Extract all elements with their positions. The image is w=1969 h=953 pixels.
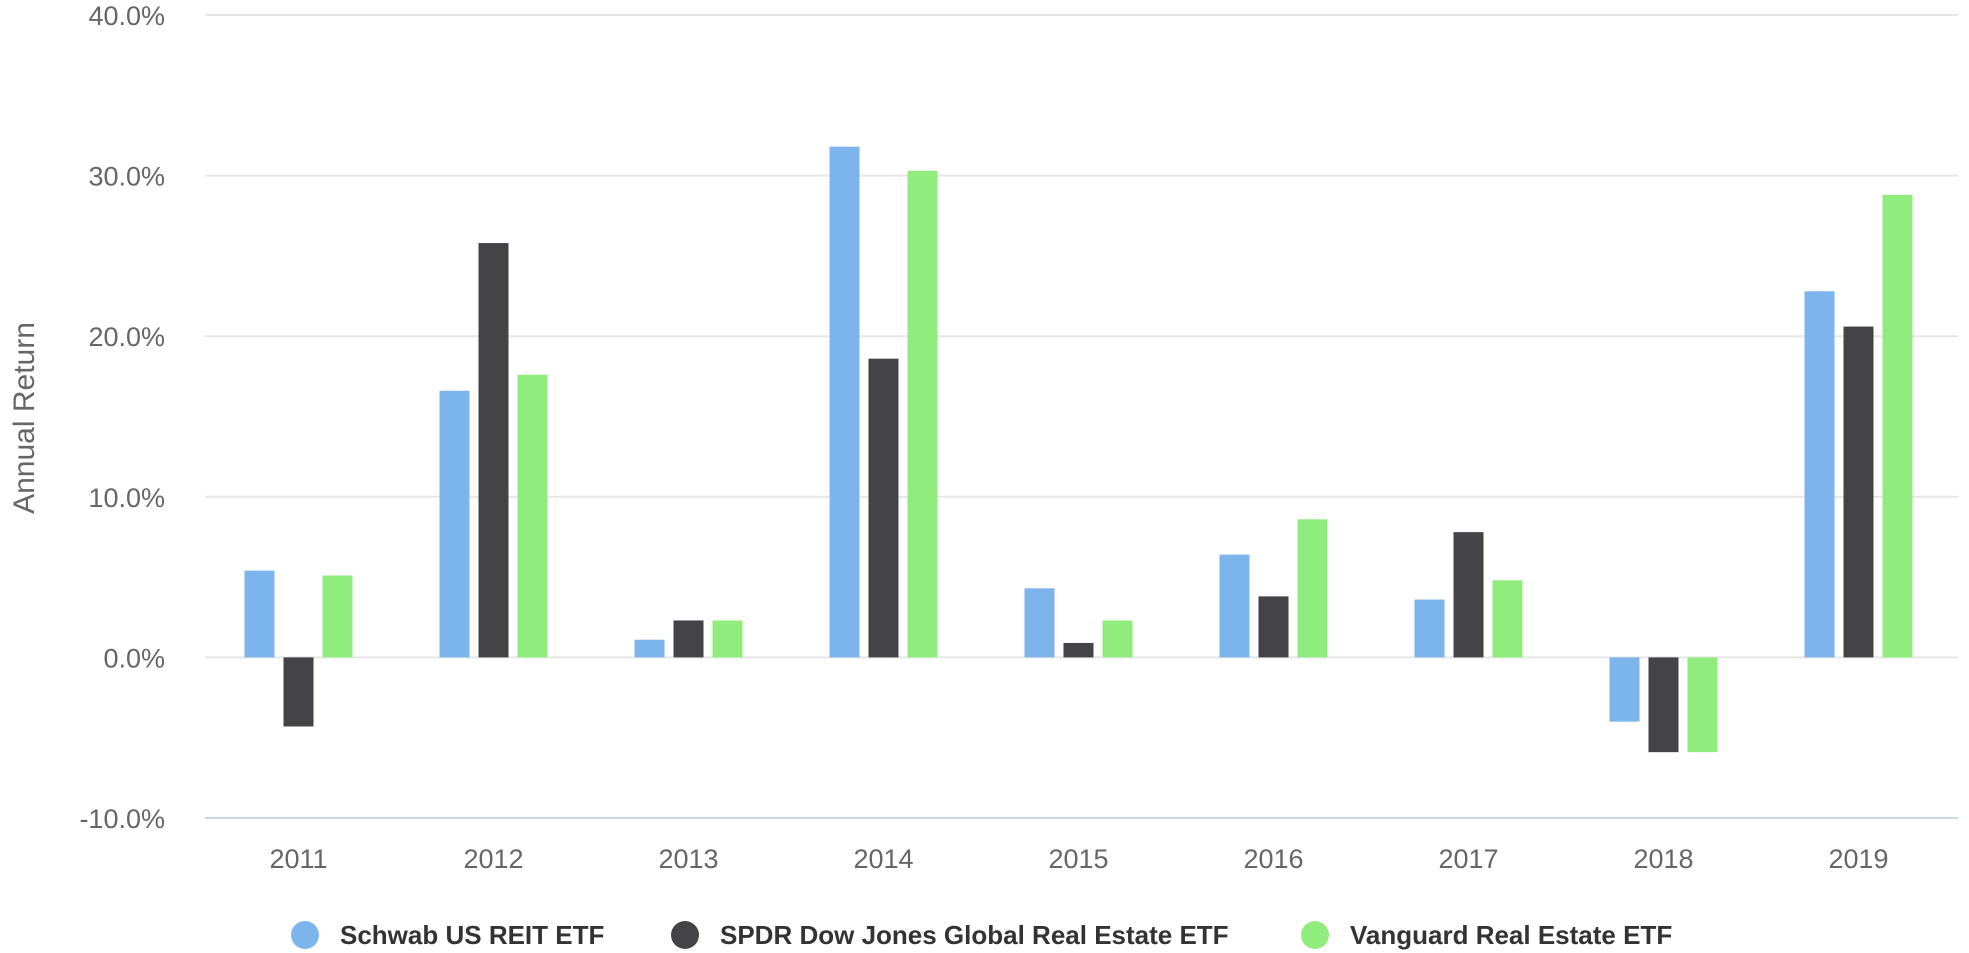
bar-2012-series-2[interactable] (478, 243, 509, 658)
legend-marker-icon (1301, 921, 1329, 949)
x-tick-label: 2018 (1633, 844, 1693, 874)
y-axis-title: Annual Return (8, 322, 41, 514)
bar-2017-series-1[interactable] (1414, 599, 1445, 658)
legend-marker-icon (291, 921, 319, 949)
bar-2013-series-2[interactable] (673, 620, 704, 658)
x-axis-tick-labels: 2011 2012 2013 2014 2015 2016 2017 2018 2019 (269, 844, 1888, 874)
bar-2019-series-2[interactable] (1843, 326, 1874, 658)
y-tick-label: 30.0% (88, 162, 165, 192)
legend[interactable]: Schwab US REIT ETF SPDR Dow Jones Global … (291, 920, 1672, 950)
x-tick-label: 2011 (269, 844, 327, 874)
bar-2018-series-2[interactable] (1648, 657, 1679, 753)
y-tick-label: 0.0% (103, 643, 165, 673)
bars (244, 146, 1913, 753)
bar-2019-series-3[interactable] (1882, 194, 1913, 658)
bar-2016-series-1[interactable] (1219, 554, 1250, 658)
legend-label: Schwab US REIT ETF (340, 920, 604, 950)
bar-2015-series-1[interactable] (1024, 588, 1055, 658)
bar-2014-series-2[interactable] (868, 358, 899, 658)
x-tick-label: 2013 (658, 844, 718, 874)
bar-2017-series-2[interactable] (1453, 532, 1484, 658)
bar-2016-series-3[interactable] (1297, 519, 1328, 658)
bar-2013-series-1[interactable] (634, 639, 665, 658)
bar-2011-series-1[interactable] (244, 570, 275, 658)
bar-2011-series-3[interactable] (322, 575, 353, 658)
bar-2014-series-3[interactable] (907, 170, 938, 658)
bar-2011-series-2[interactable] (283, 657, 314, 727)
bar-2016-series-2[interactable] (1258, 596, 1289, 658)
bar-2019-series-1[interactable] (1804, 291, 1835, 658)
y-tick-label: 10.0% (88, 483, 165, 513)
legend-marker-icon (671, 921, 699, 949)
x-tick-label: 2017 (1438, 844, 1498, 874)
y-tick-label: -10.0% (79, 804, 165, 834)
bar-2017-series-3[interactable] (1492, 580, 1523, 658)
bar-2015-series-3[interactable] (1102, 620, 1133, 658)
legend-item-1[interactable]: Schwab US REIT ETF (291, 920, 604, 950)
x-tick-label: 2016 (1243, 844, 1303, 874)
bar-2012-series-3[interactable] (517, 374, 548, 658)
legend-label: Vanguard Real Estate ETF (1350, 920, 1672, 950)
y-tick-label: 20.0% (88, 322, 165, 352)
legend-label: SPDR Dow Jones Global Real Estate ETF (720, 920, 1229, 950)
bar-2018-series-1[interactable] (1609, 657, 1640, 722)
legend-item-2[interactable]: SPDR Dow Jones Global Real Estate ETF (671, 920, 1229, 950)
x-tick-label: 2019 (1828, 844, 1888, 874)
y-axis-tick-labels: -10.0% 0.0% 10.0% 20.0% 30.0% 40.0% (79, 1, 165, 834)
bar-2015-series-2[interactable] (1063, 642, 1094, 658)
x-tick-label: 2014 (853, 844, 913, 874)
y-tick-label: 40.0% (88, 1, 165, 31)
x-tick-label: 2012 (463, 844, 523, 874)
bar-2013-series-3[interactable] (712, 620, 743, 658)
bar-2018-series-3[interactable] (1687, 657, 1718, 753)
x-tick-label: 2015 (1048, 844, 1108, 874)
legend-item-3[interactable]: Vanguard Real Estate ETF (1301, 920, 1672, 950)
bar-2012-series-1[interactable] (439, 390, 470, 658)
bar-2014-series-1[interactable] (829, 146, 860, 658)
